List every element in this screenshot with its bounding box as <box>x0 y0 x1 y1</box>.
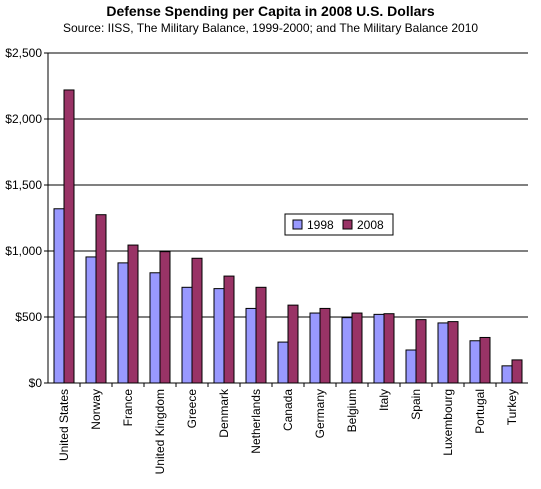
y-tick-label: $0 <box>29 376 43 390</box>
y-tick-label: $1,000 <box>5 244 42 258</box>
x-tick-label: Norway <box>89 389 103 430</box>
y-tick-label: $2,000 <box>5 112 42 126</box>
chart-title: Defense Spending per Capita in 2008 U.S.… <box>106 3 435 19</box>
legend-label-2008: 2008 <box>357 218 384 232</box>
x-tick-label: Belgium <box>345 389 359 432</box>
bar-2008 <box>319 307 331 384</box>
legend <box>284 213 394 236</box>
bar-1998 <box>213 288 225 384</box>
bar-1998 <box>245 307 257 384</box>
x-tick-label: Portugal <box>473 389 487 434</box>
bar-2008 <box>159 251 171 384</box>
x-tick-label: Canada <box>281 389 295 431</box>
bar-2008 <box>511 359 523 384</box>
bar-1998 <box>501 365 513 384</box>
x-tick-label: Italy <box>377 389 391 411</box>
x-tick-label: United Kingdom <box>153 389 167 474</box>
bar-2008 <box>415 319 427 384</box>
bar-2008 <box>191 257 203 384</box>
bar-2008 <box>351 312 363 384</box>
bar-1998 <box>405 349 417 384</box>
bar-1998 <box>117 262 129 384</box>
y-tick-label: $1,500 <box>5 178 42 192</box>
x-tick-label: Turkey <box>505 389 519 425</box>
x-tick-label: France <box>121 389 135 427</box>
y-tick-label: $2,500 <box>5 46 42 60</box>
x-tick-label: United States <box>57 389 71 461</box>
bar-1998 <box>309 312 321 384</box>
x-tick-label: Germany <box>313 389 327 438</box>
bar-2008 <box>127 244 139 384</box>
bar-1998 <box>341 317 353 384</box>
x-tick-label: Netherlands <box>249 389 263 454</box>
y-tick-label: $500 <box>15 310 42 324</box>
legend-swatch-2008 <box>342 219 353 230</box>
bar-1998 <box>53 208 65 384</box>
bar-1998 <box>85 256 97 384</box>
x-tick-label: Greece <box>185 389 199 429</box>
bar-2008 <box>63 89 75 384</box>
bar-2008 <box>479 336 491 384</box>
bar-1998 <box>277 341 289 384</box>
bar-2008 <box>383 313 395 384</box>
bar-2008 <box>447 321 459 384</box>
x-tick-label: Luxembourg <box>441 389 455 456</box>
bar-1998 <box>469 340 481 384</box>
bar-1998 <box>149 272 161 384</box>
legend-label-1998: 1998 <box>307 218 334 232</box>
bar-2008 <box>287 304 299 384</box>
bar-1998 <box>373 313 385 384</box>
bar-2008 <box>95 214 107 384</box>
chart-subtitle: Source: IISS, The Military Balance, 1999… <box>62 21 479 35</box>
x-tick-label: Spain <box>409 389 423 420</box>
bar-2008 <box>255 286 267 384</box>
x-tick-label: Denmark <box>217 388 231 438</box>
bar-1998 <box>437 322 449 384</box>
legend-swatch-1998 <box>292 219 303 230</box>
bar-2008 <box>223 275 235 384</box>
bar-1998 <box>181 286 193 384</box>
